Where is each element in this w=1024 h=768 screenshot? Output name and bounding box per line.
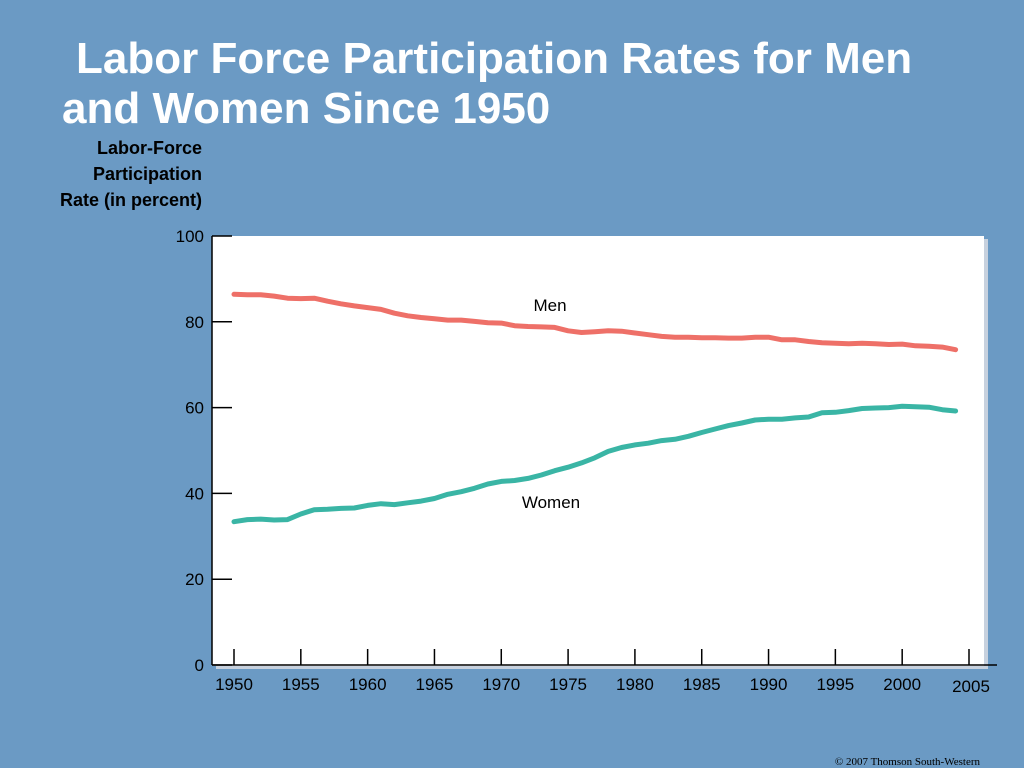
- plot-area: [212, 236, 984, 666]
- y-tick-label: 20: [185, 570, 204, 589]
- y-tick-label: 0: [195, 656, 204, 675]
- y-axis-label-line-2: Participation: [92, 164, 202, 184]
- y-tick-label: 80: [185, 313, 204, 332]
- y-axis-label: Labor-Force Participation Rate (in perce…: [0, 135, 202, 213]
- page-title: Labor Force Participation Rates for Men …: [62, 34, 1002, 134]
- y-tick-label: 100: [176, 227, 204, 246]
- y-axis-label-line-1: Labor-Force: [96, 138, 202, 158]
- x-tick-label: 1975: [549, 675, 587, 694]
- x-tick-label: 1965: [416, 675, 454, 694]
- series-label-women: Women: [522, 493, 580, 512]
- copyright-notice: © 2007 Thomson South-Western: [834, 756, 980, 768]
- x-tick-label: 1955: [282, 675, 320, 694]
- y-tick-label: 60: [185, 399, 204, 418]
- y-tick-label: 40: [185, 484, 204, 503]
- x-tick-label: 1950: [215, 675, 253, 694]
- x-tick-label: 1980: [616, 675, 654, 694]
- y-axis-label-line-3: Rate (in percent): [59, 190, 202, 210]
- series-line-men: [231, 291, 959, 353]
- series-label-men: Men: [533, 296, 566, 315]
- x-tick-label: 1985: [683, 675, 721, 694]
- x-tick-label: 2000: [883, 675, 921, 694]
- page-title-line-2: and Women Since 1950: [62, 84, 551, 133]
- x-tick-label: 1960: [349, 675, 387, 694]
- series-line-women: [231, 403, 959, 525]
- x-tick-label: 1995: [816, 675, 854, 694]
- x-tick-label: 1990: [750, 675, 788, 694]
- page-title-line-1: Labor Force Participation Rates for Men: [76, 34, 913, 83]
- x-tick-label: 1970: [482, 675, 520, 694]
- x-tick-label: 2005: [952, 677, 990, 696]
